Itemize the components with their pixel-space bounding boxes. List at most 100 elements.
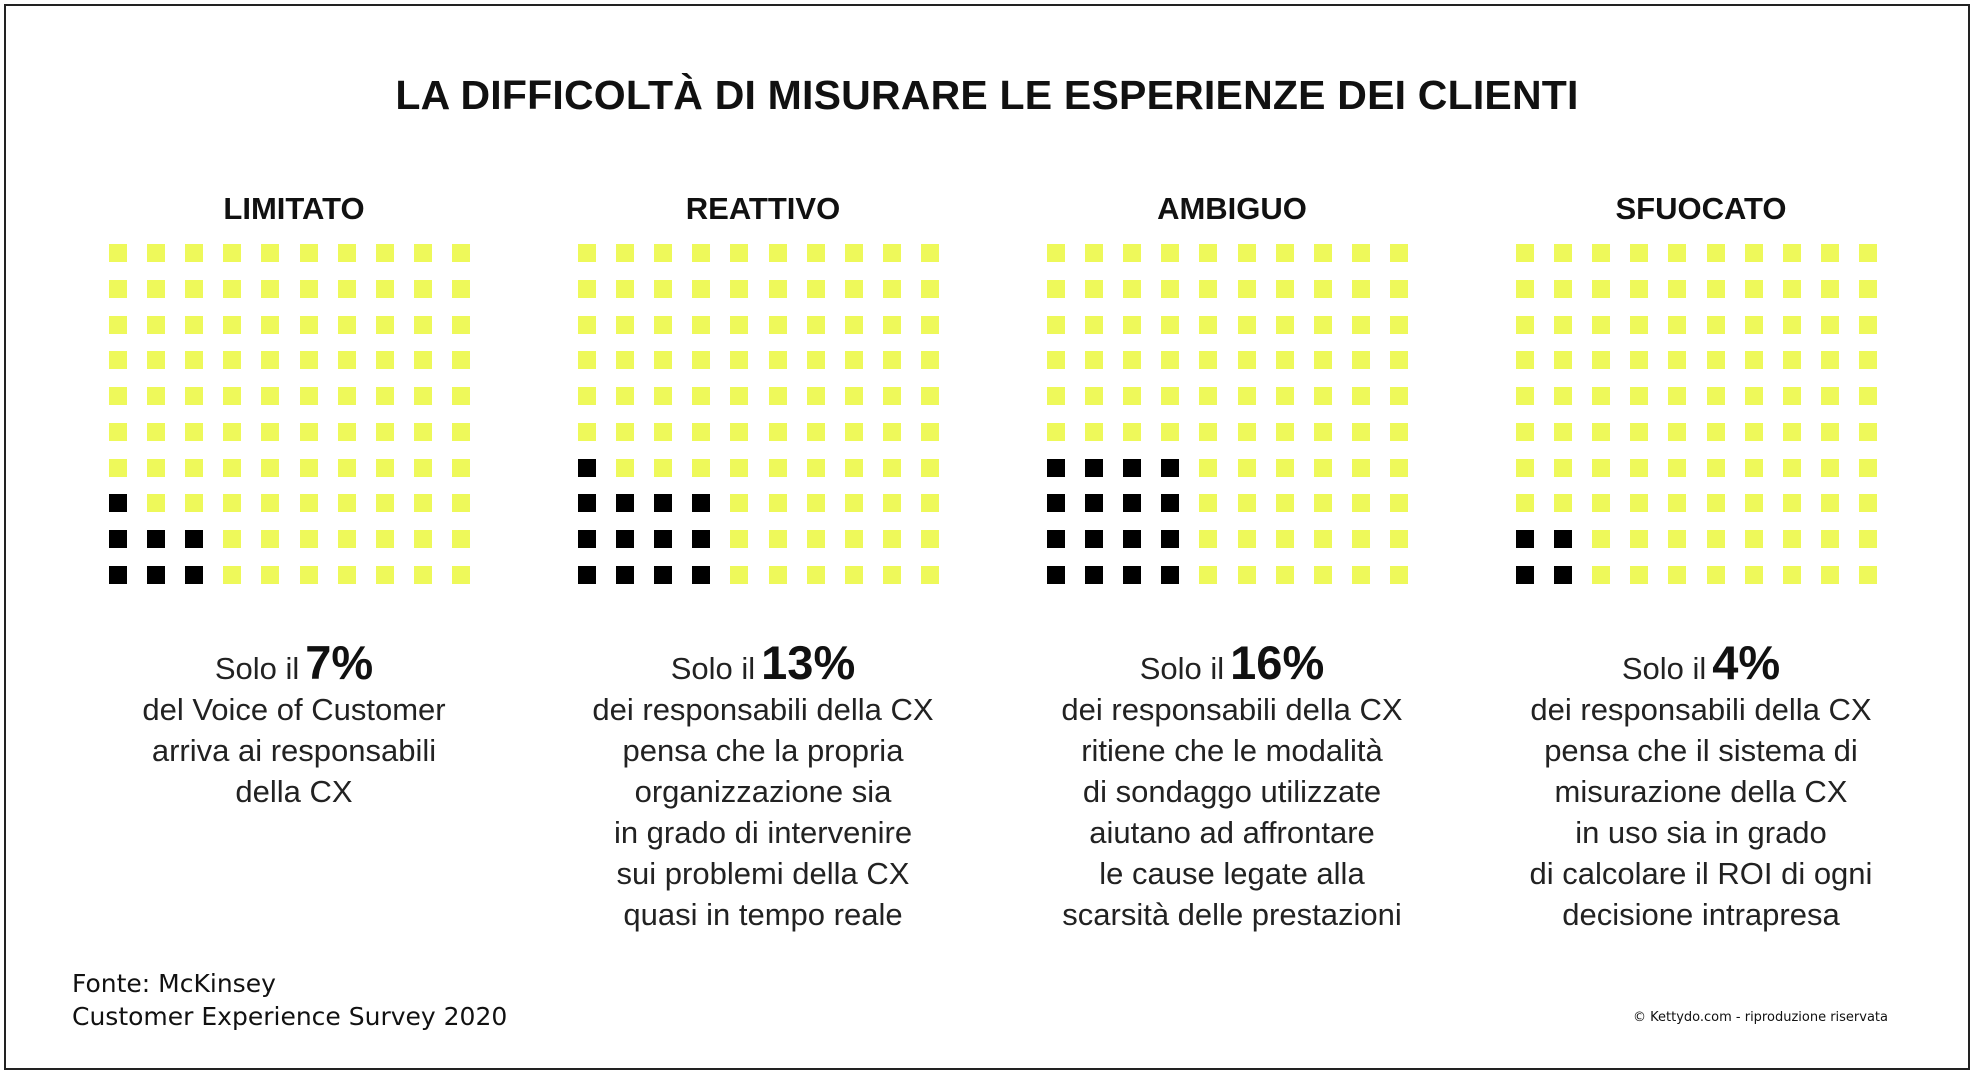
waffle-cell-empty: [146, 458, 165, 477]
waffle-cell-empty: [1515, 422, 1534, 441]
waffle-cell-empty: [768, 279, 787, 298]
waffle-cell-empty: [844, 566, 863, 584]
waffle-cell-empty: [577, 387, 596, 406]
waffle-cell-empty: [108, 315, 127, 334]
waffle-cell-empty: [1782, 458, 1801, 477]
waffle-cell-empty: [337, 279, 356, 298]
percent-value: 13%: [761, 636, 856, 689]
waffle-cell-filled: [615, 566, 634, 584]
description-line: arriva ai responsabili: [151, 733, 437, 768]
waffle-cell-empty: [921, 530, 940, 549]
waffle-cell-empty: [1591, 422, 1610, 441]
waffle-cell-empty: [337, 458, 356, 477]
waffle-cell-empty: [1313, 351, 1332, 370]
panel-sfuocato: SFUOCATO Solo il 4% dei responsabili dell…: [1481, 186, 1921, 935]
waffle-cell-filled: [146, 530, 165, 549]
waffle-cell-empty: [921, 387, 940, 406]
waffle-cell-empty: [223, 494, 242, 513]
waffle-cell-filled: [1084, 494, 1103, 513]
waffle-cell-empty: [1515, 494, 1534, 513]
waffle-cell-empty: [184, 315, 203, 334]
waffle-cell-empty: [1313, 530, 1332, 549]
waffle-cell-empty: [1237, 530, 1256, 549]
description-line: aiutano ad affrontare: [1089, 815, 1375, 850]
waffle-cell-empty: [1199, 315, 1218, 334]
waffle-cell-empty: [1553, 422, 1572, 441]
waffle-cell-empty: [1744, 351, 1763, 370]
waffle-cell-empty: [1352, 315, 1371, 334]
waffle-cell-empty: [883, 244, 902, 262]
description-line: in uso sia in grado: [1575, 815, 1827, 850]
waffle-cell-empty: [806, 244, 825, 262]
waffle-cell-empty: [146, 422, 165, 441]
waffle-cell-empty: [1744, 244, 1763, 262]
panel-title: LIMITATO: [223, 191, 365, 226]
waffle-cell-empty: [653, 351, 672, 370]
waffle-cell-filled: [1515, 566, 1534, 584]
waffle-cell-empty: [1352, 422, 1371, 441]
waffle-cell-empty: [1515, 458, 1534, 477]
waffle-cell-filled: [1515, 530, 1534, 549]
waffle-cell-empty: [692, 244, 711, 262]
waffle-cell-empty: [1390, 566, 1409, 584]
waffle-cell-empty: [883, 315, 902, 334]
waffle-cell-empty: [844, 351, 863, 370]
waffle-cell-empty: [1706, 530, 1725, 549]
panel-description: Solo il 16% dei responsabili della CX riti…: [1012, 639, 1452, 935]
waffle-cell-empty: [615, 387, 634, 406]
waffle-cell-empty: [452, 351, 471, 370]
waffle-cell-empty: [1591, 530, 1610, 549]
waffle-cell-empty: [223, 387, 242, 406]
panel-title: SFUOCATO: [1615, 191, 1787, 226]
waffle-cell-empty: [1782, 315, 1801, 334]
waffle-cell-empty: [299, 530, 318, 549]
waffle-cell-empty: [223, 530, 242, 549]
waffle-cell-empty: [1668, 387, 1687, 406]
waffle-cell-empty: [1630, 351, 1649, 370]
percent-value: 4%: [1712, 636, 1781, 689]
waffle-cell-empty: [1668, 494, 1687, 513]
waffle-cell-empty: [1275, 244, 1294, 262]
waffle-cell-empty: [768, 315, 787, 334]
waffle-chart: [577, 244, 949, 584]
waffle-cell-empty: [1668, 351, 1687, 370]
waffle-cell-empty: [1668, 279, 1687, 298]
waffle-cell-empty: [223, 351, 242, 370]
waffle-cell-empty: [299, 422, 318, 441]
waffle-cell-empty: [1515, 351, 1534, 370]
waffle-cell-empty: [806, 530, 825, 549]
waffle-cell-empty: [1237, 315, 1256, 334]
waffle-cell-empty: [146, 279, 165, 298]
waffle-cell-empty: [1084, 244, 1103, 262]
waffle-cell-empty: [1237, 244, 1256, 262]
waffle-cell-empty: [1390, 458, 1409, 477]
waffle-cell-filled: [577, 566, 596, 584]
waffle-cell-empty: [414, 244, 433, 262]
waffle-cell-empty: [1161, 351, 1180, 370]
waffle-cell-empty: [1122, 244, 1141, 262]
waffle-cell-empty: [1275, 279, 1294, 298]
waffle-cell-empty: [1821, 351, 1840, 370]
waffle-cell-empty: [1390, 530, 1409, 549]
source-line: Customer Experience Survey 2020: [72, 1002, 508, 1031]
waffle-cell-empty: [768, 458, 787, 477]
waffle-cell-empty: [375, 566, 394, 584]
waffle-cell-empty: [1668, 244, 1687, 262]
waffle-chart: [1515, 244, 1887, 584]
waffle-cell-empty: [577, 315, 596, 334]
waffle-cell-empty: [452, 530, 471, 549]
waffle-cell-empty: [730, 494, 749, 513]
waffle-cell-empty: [1591, 566, 1610, 584]
waffle-cell-empty: [615, 244, 634, 262]
waffle-cell-empty: [1668, 458, 1687, 477]
waffle-cell-filled: [653, 566, 672, 584]
waffle-cell-empty: [577, 244, 596, 262]
waffle-cell-empty: [1668, 315, 1687, 334]
waffle-cell-empty: [1782, 422, 1801, 441]
waffle-cell-empty: [1046, 351, 1065, 370]
waffle-cell-filled: [108, 530, 127, 549]
description-line: del Voice of Customer: [142, 692, 446, 727]
waffle-cell-empty: [146, 387, 165, 406]
waffle-cell-empty: [1390, 422, 1409, 441]
waffle-cell-empty: [146, 315, 165, 334]
